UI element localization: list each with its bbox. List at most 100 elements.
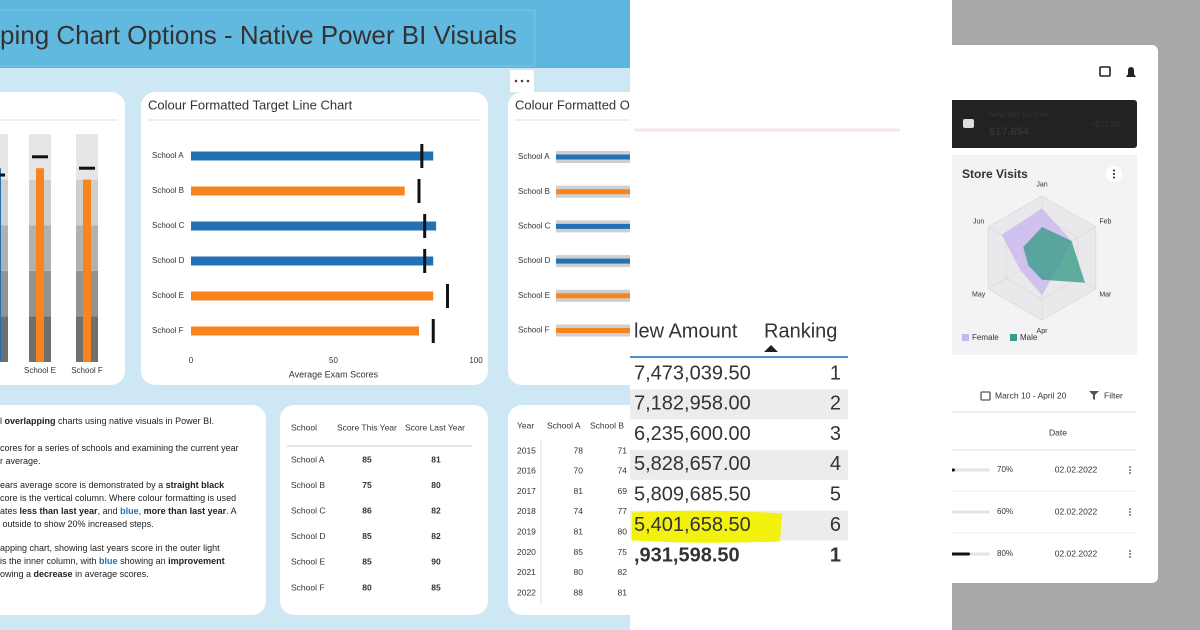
cell: 74 — [574, 506, 584, 516]
category-label: School E — [152, 291, 184, 300]
text-run: core is the vertical column. Where colou… — [0, 493, 236, 503]
cell: 5,401,658.50 — [634, 514, 751, 536]
wallet-icon — [963, 119, 974, 128]
panel — [280, 405, 488, 615]
range-band — [0, 270, 8, 317]
x-axis-title: Average Exam Scores — [289, 369, 379, 379]
legend-label: Female — [972, 333, 999, 342]
column-header: Score This Year — [337, 422, 397, 432]
category-label: School B — [152, 186, 184, 195]
cell: 82 — [618, 567, 628, 577]
description-line: is the inner column, with blue showing a… — [0, 556, 225, 566]
cell: School B — [291, 480, 325, 490]
cell: 88 — [574, 587, 584, 597]
menu-dot — [1129, 550, 1131, 552]
cell: 74 — [618, 466, 628, 476]
category-label: School D — [152, 256, 185, 265]
cell: 2019 — [517, 526, 536, 536]
menu-dot — [1129, 556, 1131, 558]
progress-bar — [952, 468, 955, 472]
description-line: cores for a series of schools and examin… — [0, 443, 239, 453]
row-band — [630, 449, 848, 480]
description-line: ates less than last year, and blue, more… — [0, 506, 237, 516]
dot — [1113, 169, 1115, 172]
progress-track — [952, 510, 990, 514]
cell: 80 — [362, 582, 372, 592]
date-range: March 10 - April 20 — [995, 390, 1067, 400]
text-run: in average scores. — [73, 569, 149, 579]
description-line: outside to show 20% increased steps. — [0, 519, 154, 529]
category-label: School F — [152, 326, 184, 335]
bar — [191, 186, 405, 196]
cell: 69 — [618, 486, 628, 496]
inner-bar — [556, 223, 630, 229]
progress-track — [952, 468, 990, 472]
powerbi-report: ping Chart Options - Native Power BI Vis… — [0, 0, 630, 630]
category-label: School F — [518, 326, 550, 335]
text-run: overlapping — [5, 416, 56, 426]
cell: 70 — [574, 466, 584, 476]
cell: 80 — [618, 526, 628, 536]
target-line — [420, 144, 424, 168]
cell: 5,828,657.00 — [634, 453, 751, 475]
panel — [508, 405, 630, 615]
cell: 80 — [574, 567, 584, 577]
dot — [514, 79, 518, 83]
range-band — [0, 316, 8, 362]
target-line — [431, 319, 435, 343]
column-header: Year — [517, 420, 534, 430]
text-run: owing a — [0, 569, 34, 579]
legend-label: Male — [1020, 333, 1038, 342]
chart-title: Colour Formatted Target Line Chart — [148, 97, 353, 112]
legend-swatch — [1010, 334, 1017, 341]
cell: 5 — [830, 483, 841, 505]
text-run: apping chart, showing last years score i… — [0, 543, 220, 553]
cell: 2022 — [517, 587, 536, 597]
cell: 6,235,600.00 — [634, 423, 751, 445]
cell: 81 — [574, 526, 584, 536]
chart-title: Colour Formatted O — [515, 97, 630, 112]
axis-label: Feb — [1099, 218, 1111, 225]
menu-dot — [1129, 514, 1131, 516]
filter-icon[interactable] — [1089, 391, 1099, 400]
category-label: School C — [152, 221, 185, 230]
cell: 85 — [362, 531, 372, 541]
cell: 2 — [830, 393, 841, 415]
panel — [0, 92, 125, 385]
bell-icon[interactable] — [1126, 67, 1136, 77]
cell: 7,182,958.00 — [634, 393, 751, 415]
category-label: School A — [152, 151, 184, 160]
total-cell: ,931,598.50 — [634, 544, 740, 566]
title-box — [0, 9, 536, 67]
calendar-icon[interactable] — [1099, 66, 1111, 77]
column-label: School E — [24, 366, 56, 375]
text-run: ears average score is demonstrated by a — [0, 480, 166, 490]
description-line: apping chart, showing last years score i… — [0, 543, 220, 553]
text-run: , — [139, 506, 144, 516]
description-line: r average. — [0, 456, 41, 466]
column-header: Ranking — [764, 320, 837, 342]
cell: 85 — [362, 454, 372, 464]
column-header: School — [291, 422, 317, 432]
target-line — [446, 284, 449, 308]
dot — [1113, 176, 1115, 179]
cell: 2015 — [517, 445, 536, 455]
x-tick-label: 50 — [329, 356, 338, 365]
bar — [191, 151, 434, 161]
text-run: blue — [120, 506, 139, 516]
cell: 82 — [431, 505, 441, 515]
bar — [191, 326, 419, 336]
column — [83, 179, 91, 362]
cell: 85 — [574, 547, 584, 557]
bar — [191, 221, 437, 231]
description-line: owing a decrease in average scores. — [0, 569, 149, 579]
inner-bar — [556, 293, 630, 299]
column — [36, 168, 44, 362]
column-header: School A — [547, 420, 581, 430]
bar — [191, 291, 434, 301]
column-label: School F — [71, 366, 103, 375]
text-run: outside to show 20% increased steps. — [0, 519, 154, 529]
filter-button[interactable]: Filter — [1104, 390, 1123, 400]
